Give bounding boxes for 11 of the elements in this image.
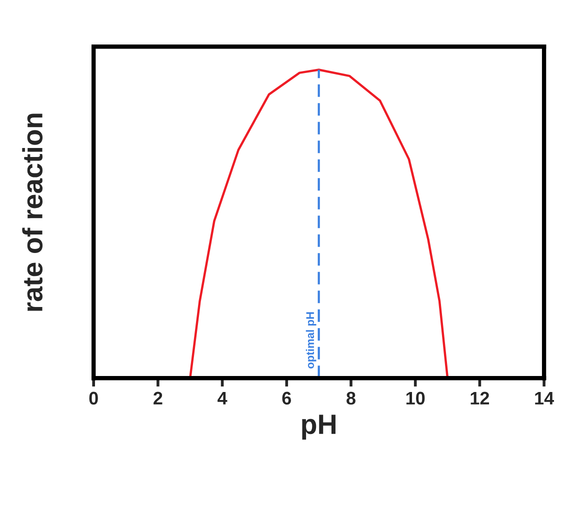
- x-tick-label: 0: [89, 392, 98, 405]
- x-tick-label: 4: [218, 392, 228, 404]
- x-tick-label: 14: [535, 392, 554, 404]
- x-axis-title: pH: [302, 414, 336, 440]
- x-tick-label: 10: [406, 392, 425, 405]
- x-tick-label: 12: [470, 392, 490, 404]
- x-tick-label: 6: [282, 392, 292, 405]
- x-tick-label: 2: [154, 392, 162, 404]
- x-tick-label: 8: [346, 392, 356, 405]
- ref-line-label: optimal pH: [306, 312, 316, 368]
- y-axis-title: rate of reaction: [22, 114, 43, 311]
